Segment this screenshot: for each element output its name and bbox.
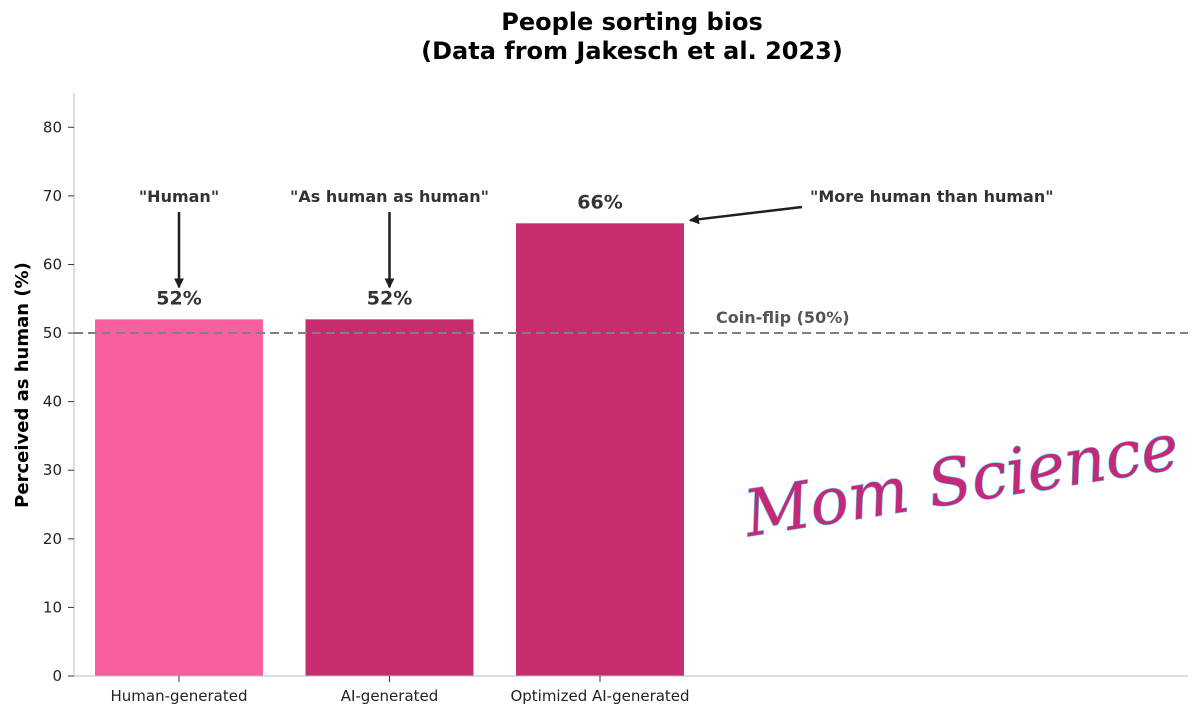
y-tick-label: 50 bbox=[43, 324, 62, 342]
y-tick-label: 60 bbox=[43, 255, 62, 273]
bar-3 bbox=[516, 223, 684, 677]
bar-value-label: 66% bbox=[577, 191, 622, 213]
chart-title-line-1: People sorting bios bbox=[501, 8, 763, 36]
x-tick-label: Optimized AI-generated bbox=[510, 687, 689, 705]
y-tick-label: 30 bbox=[43, 461, 62, 479]
chart-title-line-2: (Data from Jakesch et al. 2023) bbox=[421, 37, 843, 65]
x-tick-label: Human-generated bbox=[111, 687, 248, 705]
annotation-text: "More human than human" bbox=[810, 187, 1054, 206]
bar-value-label: 52% bbox=[367, 287, 412, 309]
bar-2 bbox=[305, 319, 474, 676]
watermark-logo: Mom Science bbox=[739, 410, 1184, 552]
bar-1 bbox=[95, 319, 263, 676]
annotation-arrow bbox=[689, 205, 803, 225]
chart-title: People sorting bios (Data from Jakesch e… bbox=[0, 8, 1200, 66]
y-tick-label: 80 bbox=[43, 118, 62, 136]
bar-value-label: 52% bbox=[156, 287, 201, 309]
y-tick-label: 0 bbox=[52, 667, 62, 685]
annotation-text: "As human as human" bbox=[290, 187, 489, 206]
y-tick-label: 40 bbox=[43, 393, 62, 411]
annotation-text: "Human" bbox=[139, 187, 219, 206]
y-tick-label: 10 bbox=[43, 598, 62, 616]
y-axis-title: Perceived as human (%) bbox=[12, 262, 33, 508]
x-tick-label: AI-generated bbox=[341, 687, 439, 705]
y-tick-label: 70 bbox=[43, 187, 62, 205]
y-tick-label: 20 bbox=[43, 530, 62, 548]
reference-line-label: Coin-flip (50%) bbox=[716, 308, 850, 327]
